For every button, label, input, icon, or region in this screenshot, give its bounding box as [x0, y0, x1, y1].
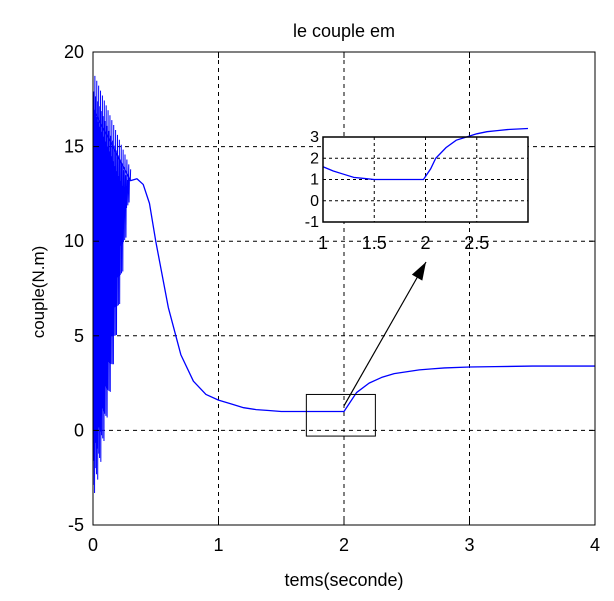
- x-tick-label: 3: [464, 535, 474, 555]
- series-line: [92, 108, 595, 413]
- y-tick-label: 5: [74, 326, 84, 346]
- inset-y-tick-label: 2: [310, 150, 319, 167]
- inset-y-tick-label: 3: [310, 129, 319, 146]
- inset-series-line: [322, 127, 529, 181]
- chart-title: le couple em: [293, 21, 395, 41]
- y-tick-label: 20: [64, 42, 84, 62]
- inset-frame: [322, 136, 529, 223]
- inset-y-tick-label: 0: [310, 193, 319, 210]
- oscillation-trace: [92, 70, 132, 493]
- main-plot: [92, 70, 595, 493]
- y-axis-label: couple(N.m): [29, 246, 48, 339]
- plot-frame: [92, 51, 596, 526]
- zoom-arrow-line: [343, 261, 427, 407]
- y-tick-label: -5: [68, 515, 84, 535]
- y-tick-label: 15: [64, 137, 84, 157]
- inset-plot: 3 2 1 0 -1 1 1.5 2 2.5: [305, 127, 529, 253]
- x-tick-label: 4: [590, 535, 600, 555]
- y-tick-label: 10: [64, 231, 84, 251]
- zoom-annotation: [305, 261, 427, 437]
- inset-y-tick-label: 1: [310, 172, 319, 189]
- inset-x-tick-label: 1: [318, 233, 328, 253]
- x-tick-label: 1: [213, 535, 223, 555]
- main-grid: [93, 52, 595, 525]
- inset-x-tick-label: 1.5: [362, 233, 387, 253]
- inset-y-tick-label: -1: [305, 214, 319, 231]
- inset-x-tick-label: 2: [420, 233, 430, 253]
- zoom-arrow-head: [411, 262, 426, 281]
- x-axis-label: tems(seconde): [284, 570, 403, 590]
- x-tick-label: 0: [88, 535, 98, 555]
- zoom-box: [305, 393, 376, 437]
- y-tick-label: 0: [74, 420, 84, 440]
- x-tick-label: 2: [339, 535, 349, 555]
- inset-x-tick-label: 2.5: [464, 233, 489, 253]
